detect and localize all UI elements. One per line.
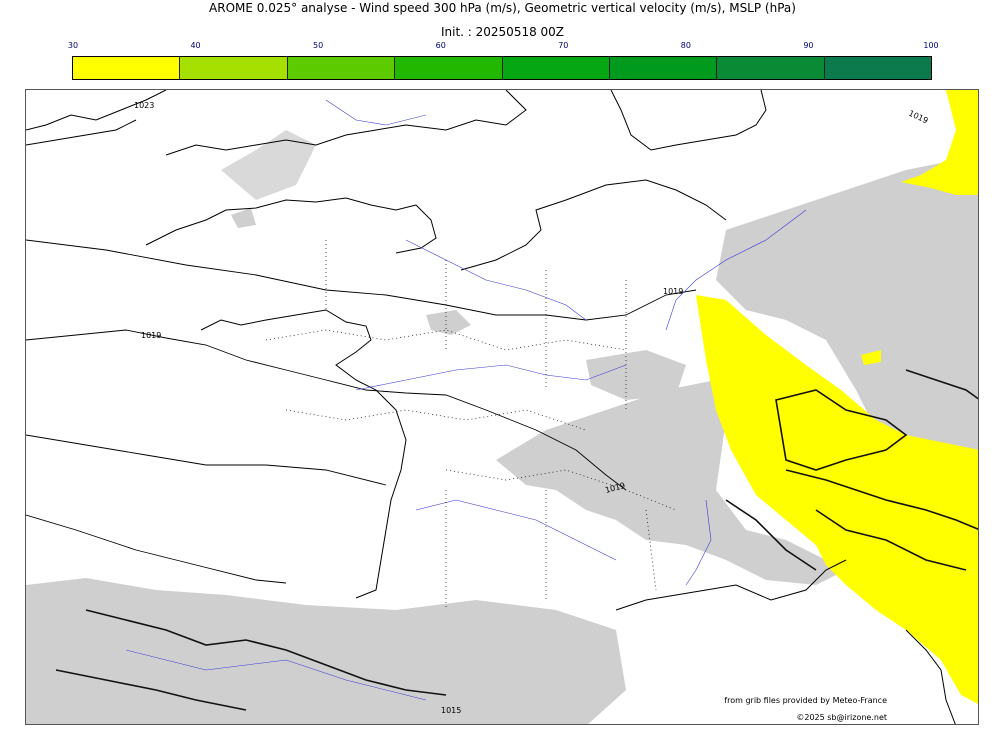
vertical-velocity-shading — [26, 130, 978, 724]
map-canvas: 1023 1019 1019 1019 1019 1015 — [26, 90, 978, 724]
colorbar-tick-label: 40 — [190, 41, 201, 50]
colorbar-segment — [502, 57, 610, 79]
colorbar-tick-label: 30 — [67, 41, 79, 50]
chart-title: AROME 0.025° analyse - Wind speed 300 hP… — [209, 1, 796, 15]
colorbar-tick-label: 100 — [923, 41, 939, 50]
velocity-contours — [55, 369, 978, 711]
colorbar-segment — [609, 57, 718, 79]
chart-subtitle: Init. : 20250518 00Z — [440, 25, 565, 39]
isobar-label: 1019 — [663, 287, 683, 296]
isobar-label: 1015 — [441, 706, 461, 715]
colorbar-tick-label: 60 — [435, 41, 446, 50]
colorbar-segment — [73, 57, 181, 79]
colorbar-tick-label: 50 — [313, 41, 324, 50]
colorbar — [72, 56, 932, 80]
isobar-label: 1023 — [134, 101, 154, 110]
data-source-credit: from grib files provided by Meteo-France — [724, 696, 887, 705]
colorbar-segment — [824, 57, 931, 79]
colorbar-segment — [180, 57, 288, 79]
rivers — [125, 99, 807, 701]
colorbar-tick-label: 70 — [558, 41, 569, 50]
colorbar-segment — [395, 57, 503, 79]
colorbar-tick-label: 90 — [803, 41, 814, 50]
coastlines — [26, 90, 956, 724]
weather-map[interactable]: 1023 1019 1019 1019 1019 1015 — [25, 89, 979, 725]
copyright-credit: ©2025 sb@irizone.net — [796, 713, 887, 722]
colorbar-tick-label: 80 — [680, 41, 691, 50]
colorbar-segment — [717, 57, 825, 79]
isobar-label: 1019 — [907, 109, 929, 126]
colorbar-scale — [72, 56, 932, 80]
admin-borders — [265, 240, 677, 610]
jet-stream-area — [696, 90, 978, 704]
isobar-label: 1019 — [141, 331, 161, 340]
colorbar-segment — [287, 57, 396, 79]
